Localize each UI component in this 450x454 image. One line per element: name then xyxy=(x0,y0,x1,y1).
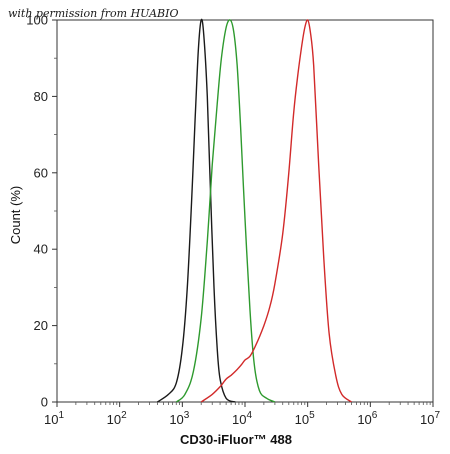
series-line-2 xyxy=(175,19,276,403)
x-tick-label: 105 xyxy=(295,410,315,427)
x-tick-label: 103 xyxy=(169,410,189,427)
y-axis-ticks: 0 20 40 60 80 100 xyxy=(26,13,57,410)
watermark-text: with permission from HUABIO xyxy=(8,7,179,20)
series-line-1 xyxy=(156,18,236,403)
series-line-3 xyxy=(200,19,352,403)
y-tick-label: 40 xyxy=(34,242,48,257)
x-tick-label: 102 xyxy=(107,410,127,427)
y-axis-label: Count (%) xyxy=(8,186,23,245)
y-tick-label: 20 xyxy=(34,318,48,333)
x-tick-label: 101 xyxy=(44,410,64,427)
series-group xyxy=(156,18,352,403)
x-axis-ticks: 101 102 103 104 105 106 107 xyxy=(44,402,440,427)
x-tick-label: 107 xyxy=(420,410,440,427)
y-tick-label: 100 xyxy=(26,13,48,28)
x-tick-label: 106 xyxy=(357,410,377,427)
y-tick-label: 0 xyxy=(41,395,48,410)
x-tick-label: 104 xyxy=(232,410,252,427)
x-axis-label: CD30-iFluor™ 488 xyxy=(180,432,292,447)
y-tick-label: 80 xyxy=(34,89,48,104)
y-tick-label: 60 xyxy=(34,165,48,180)
